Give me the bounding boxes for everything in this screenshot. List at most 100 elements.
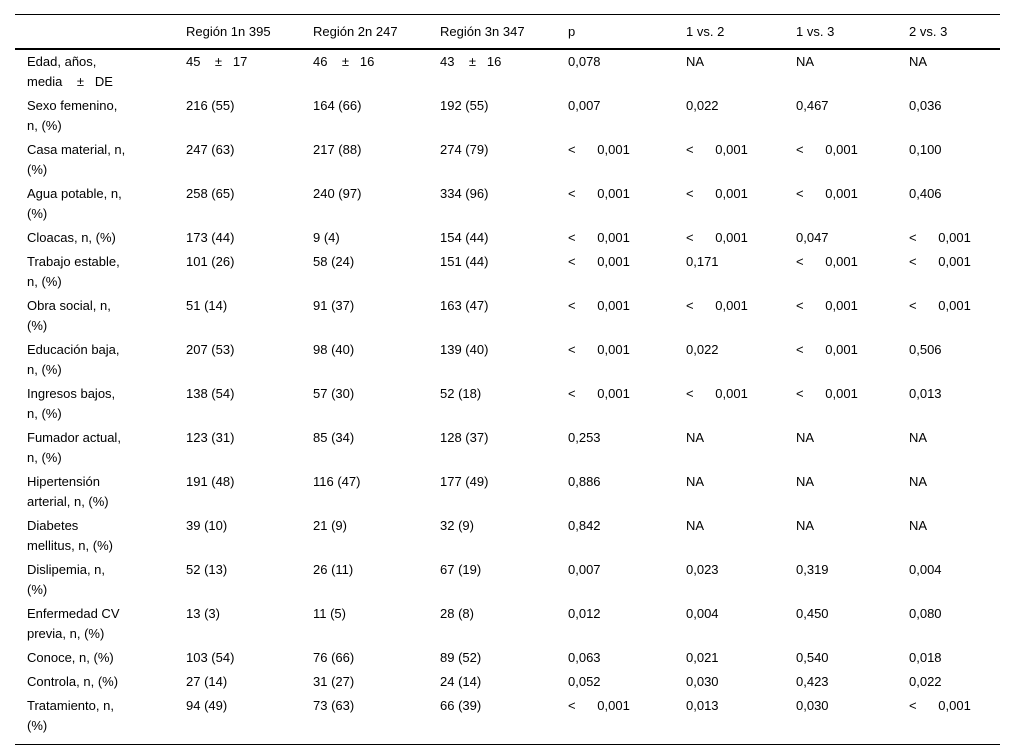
header-row: Región 1n 395 Región 2n 247 Región 3n 347 p… (15, 14, 1000, 50)
row-label: Cloacas, n, (%) (27, 230, 116, 245)
table-cell: 0,023 (686, 562, 719, 577)
table-cell: 173 (44) (186, 230, 235, 245)
table-cell: < 0,001 (686, 142, 748, 157)
table-cell: 91 (37) (313, 298, 355, 313)
table-cell: 0,007 (568, 562, 601, 577)
table-cell: < 0,001 (686, 298, 748, 313)
table-row: Agua potable, n, (%) 258 (65) 240 (97) 334 … (15, 182, 1000, 226)
table-cell: 151 (44) (440, 254, 489, 269)
row-label: Enfermedad CV previa, n, (%) (27, 606, 120, 641)
table-row: Casa material, n, (%) 247 (63) 217 (88) 274… (15, 138, 1000, 182)
table-cell: NA (686, 430, 705, 445)
column-header: 1 vs. 3 (796, 14, 909, 50)
regional-comparison-table: Región 1n 395 Región 2n 247 Región 3n 347 p… (15, 14, 1000, 745)
table-cell: 67 (19) (440, 562, 482, 577)
table-cell: 0,540 (796, 650, 829, 665)
table-cell: 0,886 (568, 474, 601, 489)
table-cell: 123 (31) (186, 430, 235, 445)
row-label: Controla, n, (%) (27, 674, 119, 689)
table-row: Tratamiento, n, (%) 94 (49) 73 (63) 66 (39)… (15, 694, 1000, 745)
table-cell: 43 ± 16 (440, 54, 502, 69)
table-cell: 116 (47) (313, 474, 361, 489)
table-cell: 164 (66) (313, 98, 362, 113)
table-cell: 0,080 (909, 606, 942, 621)
table-cell: < 0,001 (909, 298, 971, 313)
table-cell: 73 (63) (313, 698, 355, 713)
row-label: Educación baja, n, (%) (27, 342, 120, 377)
table-cell: 0,007 (568, 98, 601, 113)
table-cell: < 0,001 (796, 142, 858, 157)
column-header: 1 vs. 2 (686, 14, 796, 50)
table-cell: < 0,001 (568, 186, 630, 201)
table-row: Enfermedad CV previa, n, (%) 13 (3) 11 (5)… (15, 602, 1000, 646)
table-cell: 0,004 (909, 562, 942, 577)
table-row: Conoce, n, (%) 103 (54) 76 (66) 89 (52) 0,06… (15, 646, 1000, 670)
table-cell: 58 (24) (313, 254, 355, 269)
table-cell: 0,047 (796, 230, 829, 245)
table-cell: 0,052 (568, 674, 601, 689)
table-cell: < 0,001 (568, 142, 630, 157)
table-cell: 32 (9) (440, 518, 474, 533)
table-cell: < 0,001 (909, 230, 971, 245)
table-row: Trabajo estable, n, (%) 101 (26) 58 (24) 15… (15, 250, 1000, 294)
table-cell: NA (686, 518, 705, 533)
table-cell: 0,012 (568, 606, 601, 621)
table-cell: 31 (27) (313, 674, 355, 689)
table-cell: 139 (40) (440, 342, 489, 357)
table-row: Obra social, n, (%) 51 (14) 91 (37) 163 (47… (15, 294, 1000, 338)
table-cell: 26 (11) (313, 562, 354, 577)
table-cell: 9 (4) (313, 230, 340, 245)
table-row: Hipertensión arterial, n, (%) 191 (48) 116… (15, 470, 1000, 514)
table-row: Cloacas, n, (%) 173 (44) 9 (4) 154 (44) < 0,… (15, 226, 1000, 250)
table-cell: 57 (30) (313, 386, 355, 401)
table-cell: < 0,001 (568, 342, 630, 357)
table-cell: NA (796, 518, 815, 533)
table-row: Ingresos bajos, n, (%) 138 (54) 57 (30) 52 … (15, 382, 1000, 426)
table-cell: 334 (96) (440, 186, 489, 201)
table-cell: 191 (48) (186, 474, 235, 489)
table-cell: 154 (44) (440, 230, 489, 245)
table-cell: < 0,001 (796, 342, 858, 357)
row-label: Ingresos bajos, n, (%) (27, 386, 116, 421)
column-header: 2 vs. 3 (909, 14, 1000, 50)
row-label: Conoce, n, (%) (27, 650, 114, 665)
table-cell: 240 (97) (313, 186, 362, 201)
table-cell: 0,013 (686, 698, 719, 713)
table-cell: < 0,001 (686, 386, 748, 401)
table-row: Sexo femenino, n, (%) 216 (55) 164 (66) 192… (15, 94, 1000, 138)
row-label: Diabetes mellitus, n, (%) (27, 518, 113, 553)
table-cell: < 0,001 (568, 230, 630, 245)
table-cell: 89 (52) (440, 650, 482, 665)
table-cell: < 0,001 (796, 186, 858, 201)
table-cell: 128 (37) (440, 430, 489, 445)
table-cell: 21 (9) (313, 518, 347, 533)
table-cell: 0,022 (686, 98, 719, 113)
table-cell: 13 (3) (186, 606, 220, 621)
table-cell: 0,423 (796, 674, 829, 689)
table-cell: 274 (79) (440, 142, 489, 157)
table-cell: 0,253 (568, 430, 601, 445)
table-cell: NA (686, 474, 705, 489)
column-header: Región 3n 347 (440, 14, 568, 50)
table-cell: < 0,001 (686, 186, 748, 201)
table-cell: 0,030 (686, 674, 719, 689)
table-row: Educación baja, n, (%) 207 (53) 98 (40) 139… (15, 338, 1000, 382)
table-cell: 85 (34) (313, 430, 355, 445)
table-cell: 0,842 (568, 518, 601, 533)
table-cell: NA (686, 54, 705, 69)
column-header: p (568, 14, 686, 50)
table-cell: 258 (65) (186, 186, 235, 201)
table-cell: NA (796, 430, 815, 445)
table-cell: < 0,001 (909, 698, 971, 713)
table-cell: < 0,001 (796, 254, 858, 269)
column-header: Región 2n 247 (313, 14, 440, 50)
row-label: Fumador actual, n, (%) (27, 430, 121, 465)
table-cell: 163 (47) (440, 298, 489, 313)
table-cell: NA (909, 474, 928, 489)
table-cell: < 0,001 (909, 254, 971, 269)
table-cell: 0,063 (568, 650, 601, 665)
table-cell: 0,021 (686, 650, 719, 665)
table-cell: NA (909, 518, 928, 533)
table-cell: 0,018 (909, 650, 942, 665)
